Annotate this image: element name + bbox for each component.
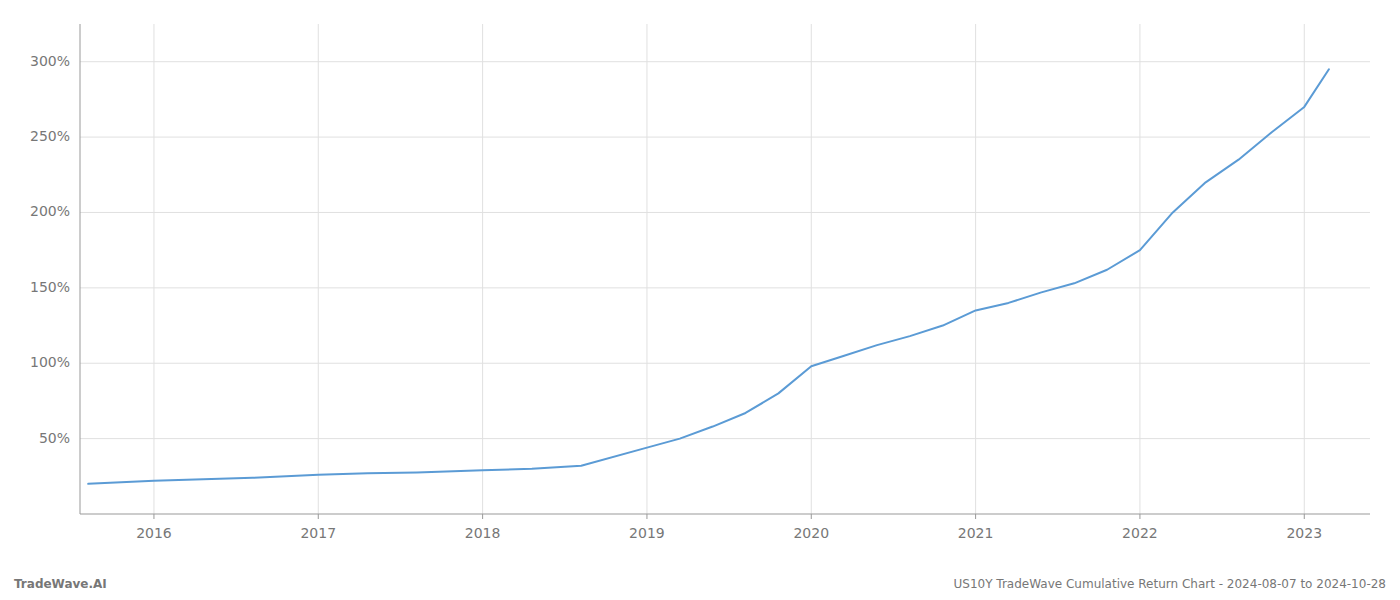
x-tick-mark [1139,514,1140,519]
x-tick-mark [646,514,647,519]
footer-right: US10Y TradeWave Cumulative Return Chart … [954,577,1386,591]
x-tick-label: 2018 [465,525,501,541]
y-grid-line [80,212,1370,213]
y-tick-label: 200% [30,203,70,219]
axes: 50% 100% 150% 200% 250% 300% 2016 2017 2018 2019 2… [30,24,1370,541]
x-grid-line [975,24,976,514]
y-tick-label: 150% [30,279,70,295]
line-series [88,69,1329,484]
plot-area [88,69,1329,484]
y-tick-label: 50% [39,430,70,446]
footer-left: TradeWave.AI [14,577,107,591]
x-tick-label: 2021 [958,525,994,541]
x-grid-line [482,24,483,514]
x-tick-label: 2019 [629,525,665,541]
x-tick-mark [482,514,483,519]
x-tick-mark [318,514,319,519]
x-grid-line [318,24,319,514]
x-tick-mark [153,514,154,519]
x-tick-mark [975,514,976,519]
grid [80,24,1370,514]
x-grid-line [1139,24,1140,514]
chart-svg: 50% 100% 150% 200% 250% 300% 2016 2017 2018 2019 2… [0,0,1400,600]
x-tick-label: 2022 [1122,525,1158,541]
y-tick-label: 250% [30,128,70,144]
x-tick-label: 2017 [300,525,336,541]
x-tick-mark [811,514,812,519]
y-axis-line [80,24,81,514]
x-grid-line [1304,24,1305,514]
x-grid-line [811,24,812,514]
x-tick-mark [1304,514,1305,519]
y-grid-line [80,287,1370,288]
y-grid-line [80,363,1370,364]
x-tick-label: 2023 [1286,525,1322,541]
y-tick-label: 100% [30,354,70,370]
x-axis-line [80,514,1370,515]
x-grid-line [646,24,647,514]
x-grid-line [153,24,154,514]
x-tick-label: 2020 [793,525,829,541]
x-tick-label: 2016 [136,525,172,541]
y-grid-line [80,438,1370,439]
y-grid-line [80,61,1370,62]
y-grid-line [80,137,1370,138]
chart-container: 50% 100% 150% 200% 250% 300% 2016 2017 2018 2019 2… [0,0,1400,600]
background [0,0,1400,600]
y-tick-label: 300% [30,53,70,69]
